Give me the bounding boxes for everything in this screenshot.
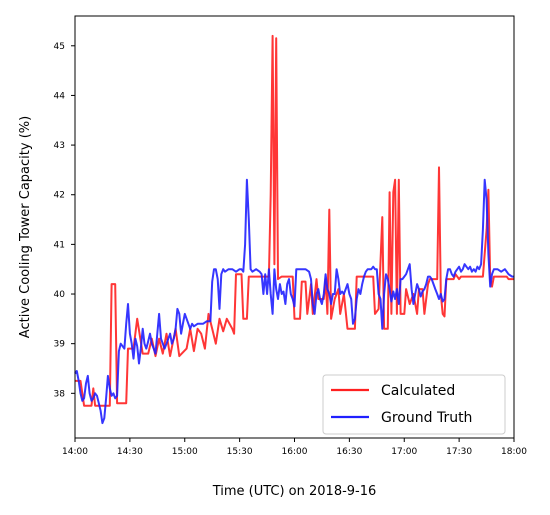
x-tick-label: 14:30	[117, 447, 143, 457]
x-tick-label: 15:00	[172, 447, 198, 457]
series-line-ground-truth	[74, 178, 514, 425]
y-tick-label: 38	[54, 389, 66, 399]
x-tick-label: 15:30	[227, 447, 253, 457]
x-tick-label: 17:00	[391, 447, 417, 457]
y-tick-label: 43	[54, 141, 65, 151]
legend: Calculated Ground Truth	[322, 374, 506, 435]
plot-area	[74, 34, 514, 425]
x-tick-label: 14:00	[62, 447, 88, 457]
y-tick-label: 45	[54, 42, 65, 52]
x-axis: 14:00 14:30 15:00 15:30 16:00 16:30 17:00 17:30…	[62, 438, 527, 457]
x-tick-label: 18:00	[501, 447, 527, 457]
y-axis: 38 39 40 41 42 43 44 45	[54, 42, 75, 399]
y-tick-label: 44	[54, 91, 66, 101]
x-axis-label: Time (UTC) on 2018-9-16	[212, 484, 377, 499]
y-tick-label: 41	[54, 240, 65, 250]
legend-label-calculated: Calculated	[381, 383, 455, 399]
y-tick-label: 40	[54, 290, 66, 300]
y-tick-label: 39	[54, 340, 66, 350]
x-tick-label: 16:30	[336, 447, 362, 457]
y-axis-label: Active Cooling Tower Capacity (%)	[18, 116, 33, 338]
legend-label-ground-truth: Ground Truth	[381, 410, 472, 426]
x-tick-label: 17:30	[446, 447, 472, 457]
y-tick-label: 42	[54, 191, 65, 201]
x-tick-label: 16:00	[282, 447, 308, 457]
